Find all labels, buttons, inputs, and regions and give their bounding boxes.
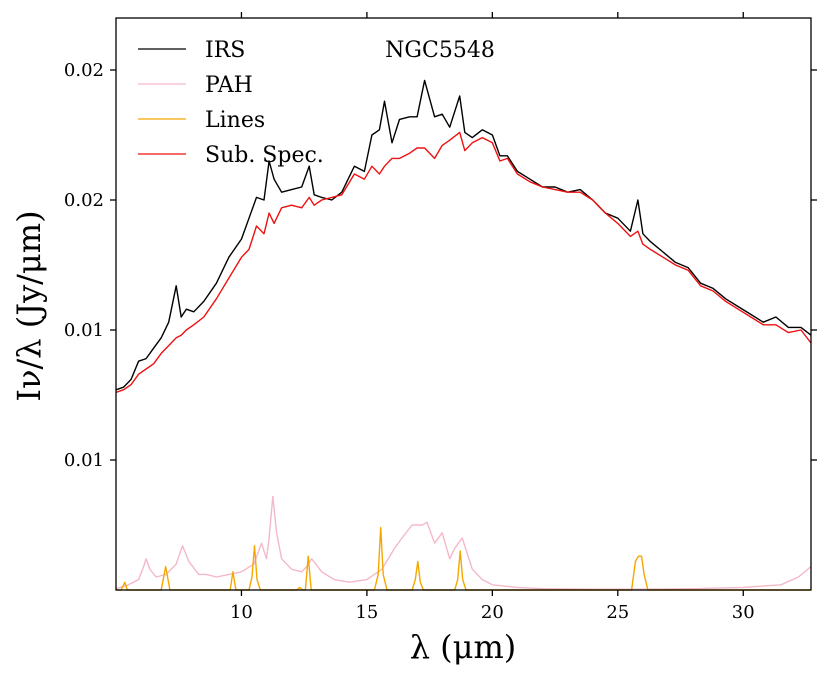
y-tick-label: 0.01 (64, 320, 104, 341)
chart-title: NGC5548 (385, 38, 495, 63)
legend-label-irs: IRS (205, 38, 245, 63)
plot-frame (115, 17, 812, 591)
x-tick-label: 25 (606, 602, 629, 623)
x-tick-label: 15 (355, 602, 378, 623)
x-tick-label: 10 (230, 602, 253, 623)
legend-label-sub-spec: Sub. Spec. (205, 143, 324, 168)
ticks-layer (110, 12, 817, 596)
legend: IRS PAH Lines Sub. Spec. (138, 38, 324, 168)
legend-label-pah: PAH (205, 73, 253, 98)
series-line-sub-spec (115, 131, 812, 394)
legend-label-lines: Lines (205, 108, 265, 133)
y-tick-label: 0.02 (64, 60, 104, 81)
x-tick-label: 20 (481, 602, 504, 623)
y-tick-label: 0.02 (64, 190, 104, 211)
y-tick-label: 0.01 (64, 450, 104, 471)
y-axis-label: Iν/λ (Jy/μm) (10, 210, 48, 401)
x-tick-label: 30 (732, 602, 755, 623)
tick-labels-layer: 10 15 20 25 30 0.01 0.01 0.02 0.02 (64, 60, 755, 623)
series-line-lines (116, 526, 811, 591)
series-line-pah (115, 495, 812, 590)
series-layer (115, 79, 812, 591)
series-line-irs (115, 79, 812, 391)
x-axis-label: λ (μm) (410, 628, 517, 666)
